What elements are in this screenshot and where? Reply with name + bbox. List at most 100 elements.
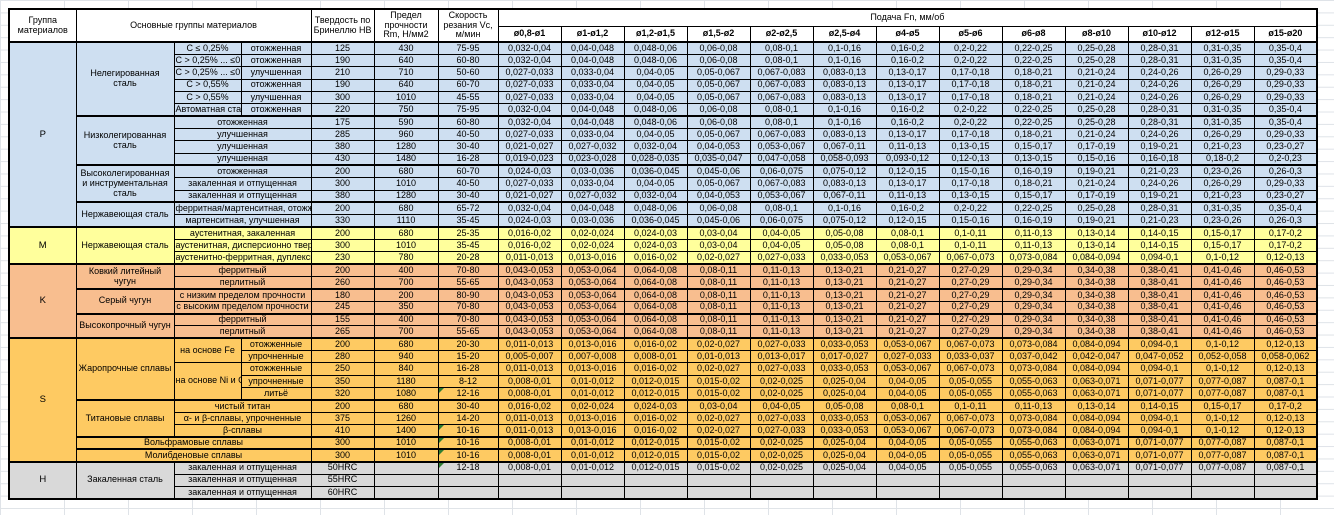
- cell-feed-value[interactable]: 0,033-0,04: [560, 78, 625, 92]
- cell-strength[interactable]: 1010: [373, 238, 439, 253]
- cell-feed-value[interactable]: 0,064-0,08: [623, 276, 688, 290]
- cell-strength[interactable]: 840: [373, 362, 439, 376]
- cell-feed-value[interactable]: 0,15-0,17: [1001, 189, 1066, 203]
- cell-feed-value[interactable]: 0,22-0,25: [1001, 103, 1066, 117]
- cell-feed-value[interactable]: 0,055-0,063: [1001, 374, 1066, 389]
- cell-feed-value[interactable]: [686, 485, 751, 500]
- cell-feed-value[interactable]: 0,053-0,067: [875, 424, 940, 438]
- cell-cutting-speed[interactable]: 70-80: [437, 300, 499, 315]
- cell-feed-value[interactable]: [875, 485, 940, 500]
- cell-group-letter[interactable]: H: [8, 460, 77, 500]
- cell-feed-value[interactable]: 0,053-0,067: [875, 411, 940, 426]
- cell-feed-value[interactable]: 0,025-0,04: [812, 448, 877, 463]
- cell-feed-value[interactable]: 0,16-0,2: [875, 103, 940, 117]
- cell-feed-value[interactable]: 0,053-0,064: [560, 287, 625, 302]
- cell-strength[interactable]: 940: [373, 350, 439, 364]
- cell-feed-value[interactable]: 0,027-0,033: [875, 350, 940, 364]
- cell-feed-value[interactable]: 0,053-0,067: [875, 362, 940, 376]
- cell-feed-value[interactable]: 0,08-0,1: [875, 238, 940, 253]
- cell-strength[interactable]: 680: [373, 398, 439, 413]
- cell-feed-value[interactable]: 0,011-0,013: [497, 424, 562, 438]
- cell-feed-value[interactable]: 0,021-0,027: [497, 140, 562, 154]
- cell-hardness[interactable]: 200: [310, 337, 375, 352]
- cell-feed-value[interactable]: 0,02-0,027: [686, 362, 751, 376]
- cell-hardness[interactable]: 260: [310, 276, 375, 290]
- cell-material-name[interactable]: Титановые сплавы: [75, 398, 175, 438]
- cell-feed-value[interactable]: 0,13-0,21: [812, 263, 877, 278]
- cell-feed-value[interactable]: 0,036-0,045: [623, 214, 688, 228]
- cell-feed-value[interactable]: 0,048-0,06: [623, 103, 688, 117]
- cell-feed-value[interactable]: 0,084-0,094: [1064, 411, 1129, 426]
- cell-feed-value[interactable]: 0,21-0,24: [1064, 177, 1129, 191]
- cell-feed-value[interactable]: 0,043-0,053: [497, 312, 562, 327]
- cell-feed-value[interactable]: 0,05-0,08: [812, 398, 877, 413]
- cell-feed-value[interactable]: 0,16-0,19: [1001, 214, 1066, 228]
- cell-feed-value[interactable]: 0,084-0,094: [1064, 424, 1129, 438]
- cell-feed-value[interactable]: 0,13-0,14: [1064, 398, 1129, 413]
- cell-feed-value[interactable]: 0,11-0,13: [749, 287, 814, 302]
- cell-condition[interactable]: α- и β-сплавы, упрочненные: [173, 411, 312, 426]
- cell-feed-value[interactable]: [623, 473, 688, 487]
- cell-condition[interactable]: аустенитная, закаленная: [173, 226, 312, 241]
- cell-feed-value[interactable]: 0,077-0,087: [1190, 460, 1255, 475]
- cell-feed-value[interactable]: 0,064-0,08: [623, 325, 688, 339]
- cell-hardness[interactable]: 200: [310, 398, 375, 413]
- cell-feed-value[interactable]: 0,46-0,53: [1253, 287, 1318, 302]
- diameter-column-header[interactable]: ø8-ø10: [1064, 25, 1129, 43]
- cell-feed-value[interactable]: 0,013-0,016: [560, 362, 625, 376]
- cell-cutting-speed[interactable]: [437, 485, 499, 500]
- cell-feed-value[interactable]: 0,21-0,27: [875, 263, 940, 278]
- cell-strength[interactable]: 700: [373, 325, 439, 339]
- cell-feed-value[interactable]: 0,29-0,34: [1001, 300, 1066, 315]
- cell-feed-value[interactable]: 0,067-0,073: [938, 362, 1003, 376]
- cell-feed-value[interactable]: 0,016-0,02: [623, 424, 688, 438]
- cell-feed-value[interactable]: 0,1-0,16: [812, 40, 877, 55]
- cell-feed-value[interactable]: 0,015-0,02: [686, 448, 751, 463]
- cell-condition[interactable]: улучшенная: [240, 90, 312, 105]
- cell-feed-value[interactable]: 0,24-0,26: [1127, 127, 1192, 142]
- cell-feed-value[interactable]: 0,084-0,094: [1064, 251, 1129, 265]
- cell-feed-value[interactable]: [875, 473, 940, 487]
- cell-feed-value[interactable]: 0,28-0,31: [1127, 115, 1192, 129]
- cell-feed-value[interactable]: 0,26-0,29: [1190, 78, 1255, 92]
- cell-feed-value[interactable]: 0,21-0,24: [1064, 127, 1129, 142]
- cell-feed-value[interactable]: 0,2-0,22: [938, 115, 1003, 129]
- cell-feed-value[interactable]: 0,04-0,053: [686, 189, 751, 203]
- cell-strength[interactable]: 750: [373, 103, 439, 117]
- cell-condition[interactable]: β-сплавы: [173, 424, 312, 438]
- cell-feed-value[interactable]: 0,11-0,13: [1001, 238, 1066, 253]
- cell-feed-value[interactable]: 0,27-0,29: [938, 300, 1003, 315]
- cell-hardness[interactable]: 155: [310, 312, 375, 327]
- cell-feed-value[interactable]: 0,012-0,015: [623, 448, 688, 463]
- cell-feed-value[interactable]: 0,027-0,033: [497, 177, 562, 191]
- cell-feed-value[interactable]: 0,21-0,24: [1064, 78, 1129, 92]
- cell-strength[interactable]: 1010: [373, 448, 439, 463]
- cell-feed-value[interactable]: 0,053-0,067: [875, 251, 940, 265]
- cell-feed-value[interactable]: 0,17-0,2: [1253, 226, 1318, 241]
- cell-feed-value[interactable]: 0,027-0,033: [749, 424, 814, 438]
- cell-group-letter[interactable]: M: [8, 226, 77, 265]
- cell-feed-value[interactable]: 0,31-0,35: [1190, 40, 1255, 55]
- cell-feed-value[interactable]: 0,17-0,19: [1064, 189, 1129, 203]
- cell-feed-value[interactable]: 0,067-0,073: [938, 337, 1003, 352]
- cell-hardness[interactable]: 220: [310, 103, 375, 117]
- cell-feed-value[interactable]: 0,05-0,055: [938, 448, 1003, 463]
- cell-feed-value[interactable]: 0,02-0,025: [749, 448, 814, 463]
- cell-feed-value[interactable]: 0,08-0,11: [686, 312, 751, 327]
- cell-feed-value[interactable]: 0,077-0,087: [1190, 374, 1255, 389]
- cell-feed-value[interactable]: 0,21-0,23: [1190, 140, 1255, 154]
- cell-strength[interactable]: 640: [373, 78, 439, 92]
- cell-feed-value[interactable]: 0,15-0,16: [1064, 152, 1129, 166]
- cell-feed-value[interactable]: 0,06-0,08: [686, 115, 751, 129]
- cell-strength[interactable]: 1080: [373, 387, 439, 401]
- cell-feed-value[interactable]: 0,08-0,1: [749, 53, 814, 68]
- cell-condition[interactable]: литьё: [240, 387, 312, 401]
- cell-cutting-speed[interactable]: 45-55: [437, 90, 499, 105]
- cell-feed-value[interactable]: 0,008-0,01: [497, 387, 562, 401]
- cell-feed-value[interactable]: 0,067-0,073: [938, 251, 1003, 265]
- cell-feed-value[interactable]: 0,13-0,21: [812, 276, 877, 290]
- cell-feed-value[interactable]: 0,063-0,071: [1064, 448, 1129, 463]
- cell-feed-value[interactable]: 0,083-0,13: [812, 90, 877, 105]
- cell-strength[interactable]: [373, 485, 439, 500]
- cell-feed-value[interactable]: 0,024-0,03: [623, 238, 688, 253]
